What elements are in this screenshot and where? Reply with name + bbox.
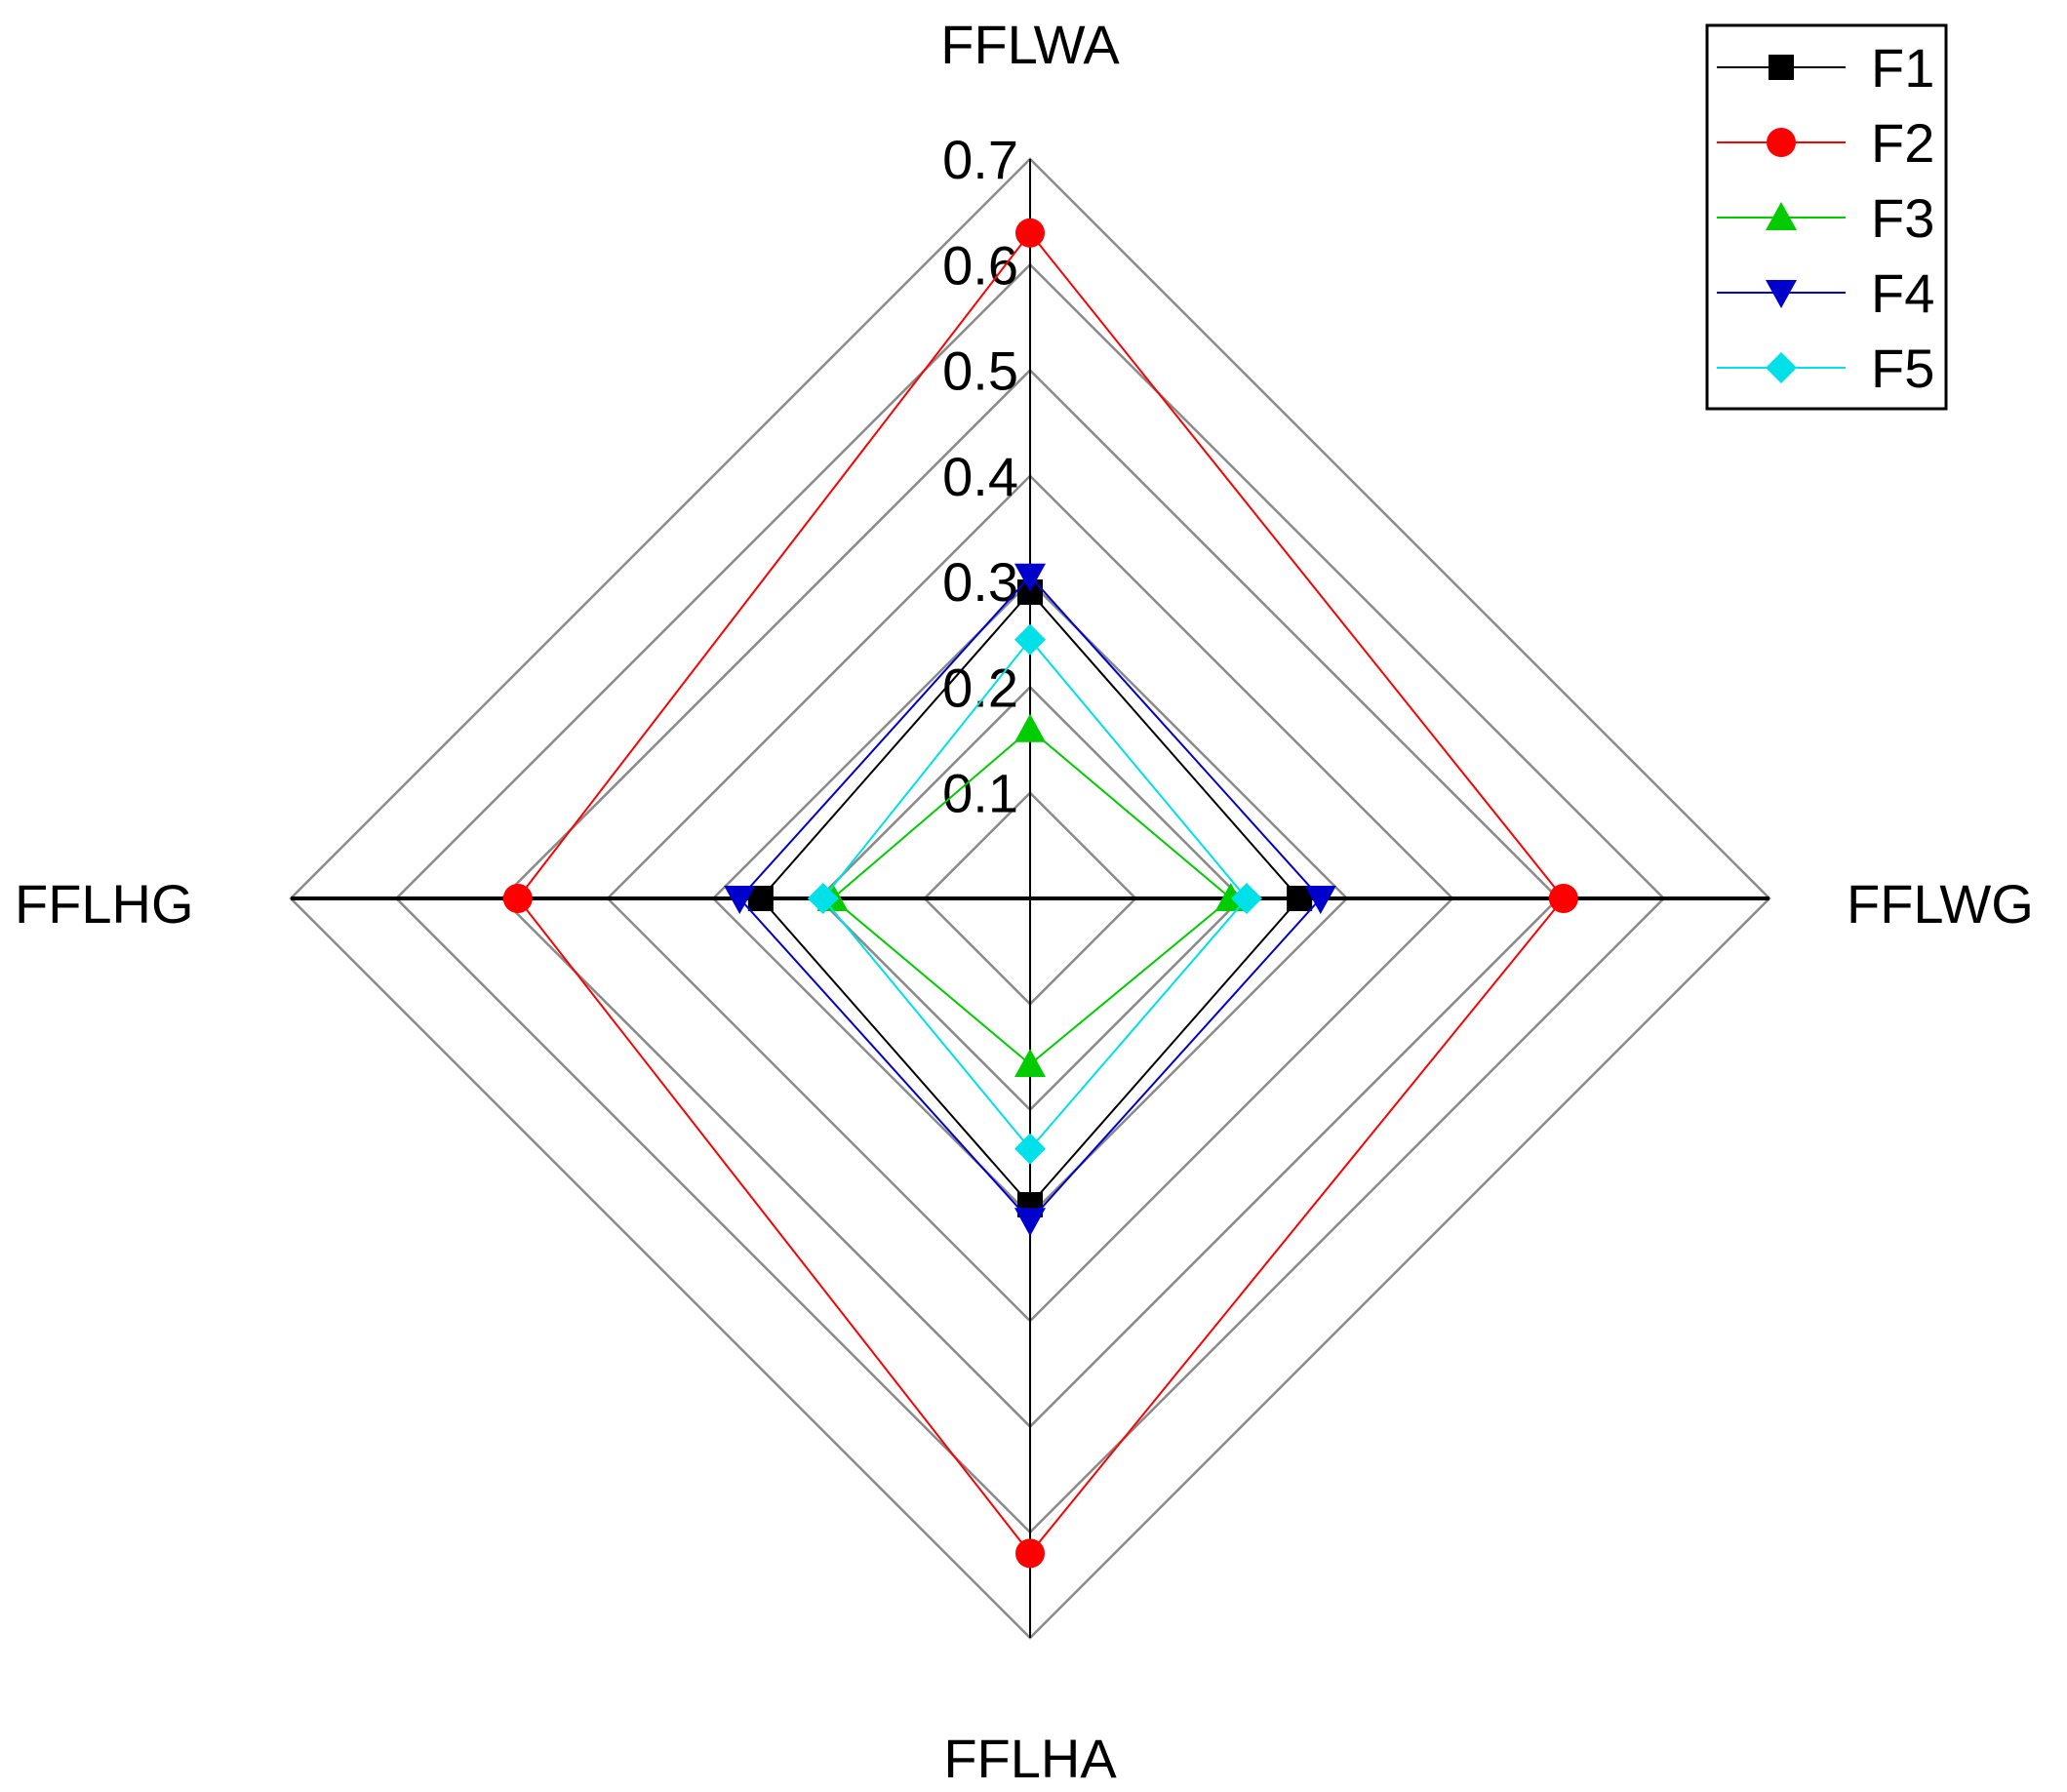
series-F5 [807, 623, 1262, 1165]
legend-marker [1766, 280, 1797, 308]
legend-label: F2 [1871, 112, 1934, 174]
data-point [1014, 623, 1046, 656]
tick-label: 0.4 [942, 446, 1018, 507]
tick-label: 0.5 [942, 340, 1018, 402]
axis-label-bottom: FFLHA [943, 1728, 1117, 1789]
tick-label: 0.3 [942, 551, 1018, 613]
legend-item-F4: F4 [1717, 262, 1934, 324]
legend-marker [1769, 55, 1794, 80]
legend-item-F3: F3 [1717, 187, 1934, 249]
legend-marker [1766, 202, 1797, 230]
series-layer [502, 218, 1578, 1569]
axis-label-top: FFLWA [940, 14, 1120, 75]
data-point [502, 884, 533, 913]
data-point [1548, 884, 1578, 913]
data-point [1014, 1049, 1046, 1078]
legend-label: F3 [1871, 187, 1934, 249]
data-point [1230, 883, 1262, 914]
legend-label: F1 [1871, 37, 1934, 99]
legend-label: F4 [1871, 262, 1934, 324]
data-point [1014, 563, 1046, 592]
axis-labels: FFLWA FFLWG FFLHA FFLHG [15, 14, 2034, 1789]
legend-item-F2: F2 [1717, 112, 1934, 174]
radial-tick-labels: 0.10.20.30.40.50.60.7 [942, 129, 1018, 824]
legend-marker [1767, 128, 1796, 157]
legend-marker [1766, 352, 1797, 383]
legend-item-F5: F5 [1717, 338, 1934, 399]
series-F3 [816, 713, 1247, 1078]
series-line [516, 231, 1566, 1555]
tick-label: 0.2 [942, 657, 1018, 718]
data-point [1015, 1538, 1045, 1569]
data-point [1015, 218, 1045, 248]
data-point [1014, 1133, 1046, 1165]
data-point [1304, 886, 1336, 914]
data-point [1014, 713, 1046, 742]
legend-label: F5 [1871, 338, 1934, 399]
legend-items: F1 F2 F3 F4 F5 [1717, 37, 1934, 399]
radar-axes [291, 159, 1769, 1638]
tick-label: 0.6 [942, 234, 1018, 296]
data-point [807, 883, 839, 914]
series-F4 [724, 563, 1336, 1237]
legend-item-F1: F1 [1717, 37, 1934, 99]
tick-label: 0.7 [942, 129, 1018, 190]
data-point [1014, 1208, 1046, 1237]
legend: F1 F2 F3 F4 F5 [1705, 23, 1948, 411]
axis-label-left: FFLHG [15, 873, 194, 935]
axis-label-right: FFLWG [1847, 873, 2034, 935]
series-F2 [502, 218, 1578, 1569]
data-point [724, 886, 756, 914]
